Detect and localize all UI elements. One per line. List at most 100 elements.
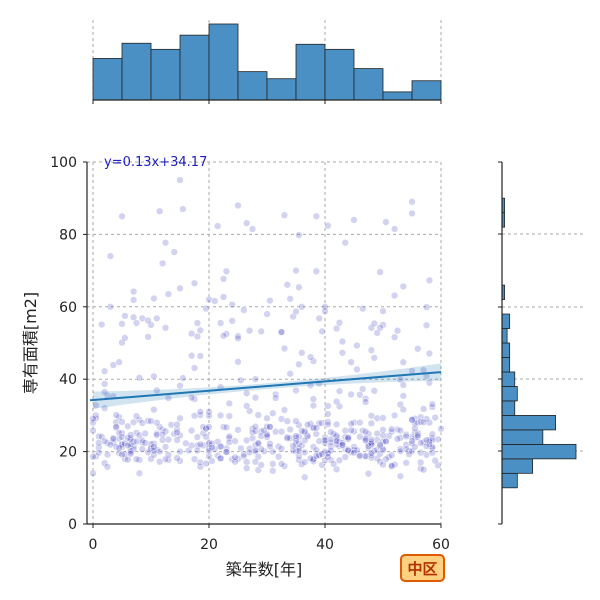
scatter-point — [422, 303, 431, 311]
scatter-point — [216, 454, 225, 463]
scatter-point — [411, 429, 419, 437]
scatter-point — [135, 374, 144, 382]
top-histogram-bar — [266, 78, 297, 101]
top-histogram-bar — [324, 48, 355, 101]
scatter-point — [414, 431, 422, 439]
top-histogram-bar — [411, 80, 442, 101]
scatter-point — [402, 432, 410, 441]
scatter-point — [414, 433, 422, 441]
scatter-point — [127, 431, 135, 439]
scatter-point — [89, 453, 97, 461]
scatter-point — [135, 431, 144, 439]
scatter-point — [222, 448, 231, 456]
scatter-panel: 0 20 40 60 0 20 40 60 80 100 y=0.13x+34.17 築年数[年… — [21, 155, 450, 579]
scatter-point — [280, 211, 289, 219]
scatter-point — [176, 176, 184, 184]
top-histogram-bar — [208, 23, 239, 101]
scatter-point — [164, 451, 173, 459]
y-tick-label: 0 — [68, 517, 77, 533]
scatter-point — [332, 397, 341, 406]
scatter-point — [324, 420, 332, 429]
scatter-point — [219, 423, 228, 431]
scatter-point — [222, 423, 231, 431]
scatter-point — [240, 306, 248, 314]
scatter-point — [225, 399, 233, 408]
scatter-point — [156, 423, 164, 431]
scatter-point — [422, 436, 431, 444]
scatter-point — [428, 430, 436, 438]
scatter-point — [301, 448, 309, 456]
scatter-point — [431, 413, 439, 422]
scatter-point — [112, 422, 120, 431]
scatter-point — [193, 319, 202, 327]
scatter-point — [118, 418, 126, 426]
scatter-point — [263, 414, 271, 422]
scatter-point — [147, 440, 155, 448]
scatter-point — [225, 438, 233, 446]
scatter-point — [390, 225, 399, 233]
scatter-point — [295, 360, 303, 369]
scatter-point — [98, 433, 106, 441]
scatter-point — [257, 461, 265, 469]
y-tick-label: 100 — [50, 155, 77, 171]
scatter-point — [245, 448, 254, 456]
right-histogram-bar — [501, 328, 508, 344]
scatter-point — [350, 449, 358, 457]
scatter-point — [379, 426, 387, 434]
right-histogram-bar — [501, 429, 544, 445]
scatter-point — [347, 426, 355, 434]
scatter-point — [298, 427, 306, 435]
scatter-point — [95, 432, 103, 441]
scatter-point — [144, 316, 152, 325]
scatter-point — [359, 426, 367, 435]
scatter-point — [190, 279, 199, 287]
scatter-point — [428, 403, 436, 411]
scatter-point — [245, 327, 254, 335]
scatter-point — [129, 313, 138, 321]
scatter-point — [364, 442, 373, 450]
scatter-point — [361, 434, 370, 442]
x-tick-label: 40 — [316, 537, 334, 553]
scatter-point — [167, 421, 175, 429]
scatter-point — [361, 398, 370, 406]
scatter-point — [292, 386, 300, 395]
scatter-point — [411, 419, 419, 428]
scatter-point — [309, 401, 318, 410]
scatter-point — [425, 436, 434, 444]
right-histogram-bar — [501, 443, 577, 460]
scatter-point — [144, 417, 152, 425]
scatter-point — [277, 445, 286, 453]
y-axis-title: 専有面積[m2] — [21, 292, 40, 394]
scatter-point — [382, 437, 390, 446]
scatter-point — [338, 441, 347, 449]
scatter-point — [292, 432, 300, 440]
scatter-point — [335, 456, 344, 464]
scatter-point — [150, 372, 158, 380]
scatter-point — [396, 445, 405, 453]
scatter-point — [295, 433, 303, 441]
scatter-point — [179, 205, 187, 213]
scatter-point — [289, 442, 297, 450]
right-histogram-bar — [501, 371, 516, 387]
scatter-point — [393, 327, 402, 335]
scatter-point — [211, 297, 219, 305]
scatter-point — [202, 459, 210, 468]
district-badge-label: 中区 — [407, 560, 437, 578]
scatter-point — [283, 281, 291, 289]
scatter-point — [295, 283, 303, 291]
scatter-point — [254, 411, 262, 419]
scatter-point — [266, 423, 274, 431]
scatter-point — [393, 425, 402, 434]
scatter-point — [214, 438, 222, 446]
scatter-point — [260, 426, 268, 435]
scatter-point — [208, 439, 216, 448]
scatter-point — [373, 429, 381, 438]
scatter-point — [399, 282, 407, 291]
scatter-point — [193, 332, 202, 341]
scatter-point — [341, 453, 349, 461]
scatter-point — [92, 401, 100, 409]
scatter-point — [205, 295, 213, 304]
scatter-point — [196, 440, 204, 449]
scatter-point — [425, 349, 434, 358]
scatter-point — [361, 436, 370, 445]
